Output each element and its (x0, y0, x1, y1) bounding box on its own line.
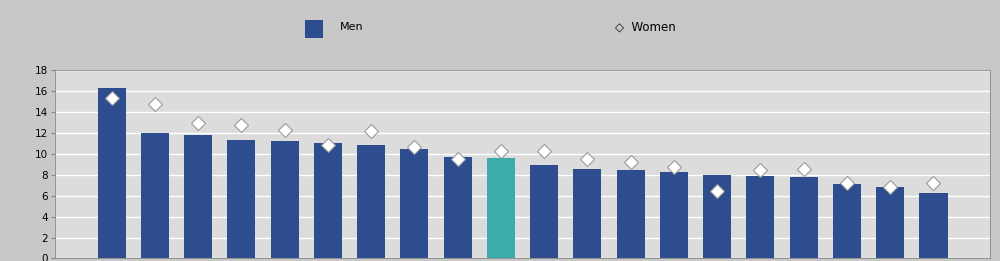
Bar (271, 141, 299, 258)
Bar (746, 176, 774, 258)
Bar (444, 157, 472, 258)
Bar (487, 158, 515, 258)
Bar (790, 177, 818, 258)
Bar (314, 143, 342, 258)
Bar (876, 187, 904, 258)
Bar (573, 169, 601, 258)
Bar (660, 172, 688, 258)
Bar (357, 145, 385, 258)
Bar (227, 140, 255, 258)
Text: ◇  Women: ◇ Women (615, 21, 676, 34)
Text: Men: Men (340, 22, 364, 32)
Bar (98, 88, 126, 258)
Bar (400, 149, 428, 258)
Bar (833, 184, 861, 258)
Bar (530, 165, 558, 258)
Bar (617, 170, 645, 258)
Bar (703, 175, 731, 258)
Bar (184, 135, 212, 258)
Bar (919, 193, 948, 258)
Bar (141, 133, 169, 258)
